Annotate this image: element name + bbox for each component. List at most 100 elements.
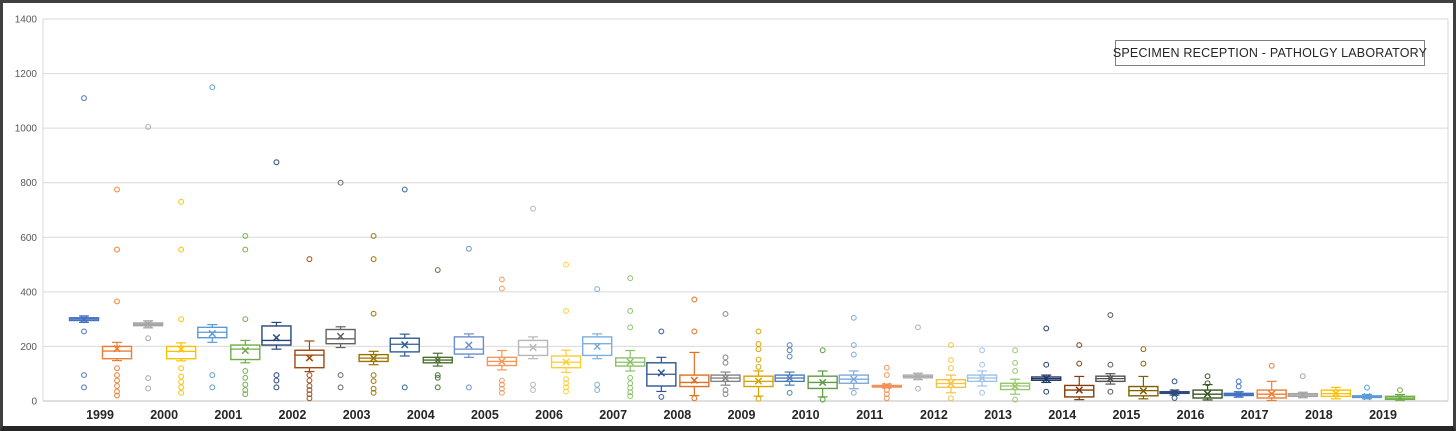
outlier-point: [1012, 368, 1019, 374]
chart-title: SPECIMEN RECEPTION - PATHOLGY LABORATORY: [1112, 46, 1428, 60]
box-plot-2018-left: [1287, 373, 1319, 399]
outlier-point: [145, 335, 152, 342]
box-plot-2001-right: [230, 232, 261, 398]
y-axis-tick-label: 1400: [15, 15, 38, 26]
box-plot-2017-right: [1256, 362, 1287, 402]
box-plot-2014-left: [1031, 325, 1062, 395]
outlier-point: [306, 377, 313, 384]
outlier-point: [722, 387, 729, 394]
mean-x-marker: [690, 376, 699, 384]
outlier-point: [242, 381, 249, 388]
outlier-point: [755, 346, 762, 353]
outlier-point: [370, 372, 377, 379]
mean-x-marker: [1011, 382, 1019, 390]
x-axis-year-label: 2018: [1305, 408, 1333, 422]
box: [101, 345, 133, 360]
chart-title-box: SPECIMEN RECEPTION - PATHOLGY LABORATORY: [1112, 40, 1428, 66]
outlier-point: [1235, 378, 1242, 385]
outlier-point: [914, 324, 921, 331]
mean-x-marker: [336, 332, 345, 341]
outlier-point: [370, 389, 377, 396]
box-plot-2011-left: [838, 314, 869, 396]
outlier-point: [1299, 373, 1306, 380]
mean-x-marker: [754, 377, 763, 385]
x-axis-year-label: 2013: [984, 408, 1012, 422]
y-axis-tick-label: 1000: [15, 124, 38, 135]
mean-x-marker: [657, 369, 666, 377]
box-plot-2012-left: [902, 324, 934, 392]
x-axis-year-label: 2008: [663, 408, 691, 422]
outlier-point: [178, 198, 185, 205]
mean-x-marker: [498, 357, 506, 366]
outlier-point: [178, 316, 185, 323]
box-plot-2019-right: [1384, 387, 1416, 402]
outlier-point: [209, 384, 216, 391]
outlier-point: [114, 372, 120, 379]
mean-x-marker: [914, 372, 922, 381]
outlier-point: [242, 232, 249, 239]
outlier-point: [401, 186, 408, 193]
y-axis-tick-label: 1200: [15, 69, 38, 80]
outlier-point: [242, 374, 249, 381]
outlier-point: [306, 256, 313, 263]
outlier-point: [627, 324, 634, 331]
mean-x-marker: [1299, 391, 1307, 399]
outlier-point: [498, 389, 505, 396]
x-axis-year-label: 2014: [1048, 408, 1076, 422]
outlier-point: [1235, 383, 1242, 390]
mean-x-marker: [369, 354, 378, 362]
box-plot-1999-left: [68, 95, 100, 391]
box-plot-2006-right: [550, 261, 582, 395]
mean-x-marker: [1106, 374, 1115, 383]
box-plot-2015-left: [1095, 312, 1126, 395]
outlier-point: [337, 372, 344, 379]
outlier-point: [627, 389, 634, 396]
outlier-point: [114, 383, 120, 389]
outlier-point: [370, 378, 377, 385]
box-plot-2009-right: [743, 328, 774, 402]
box-plot-2003-right: [358, 232, 389, 396]
mean-x-marker: [1042, 374, 1050, 383]
box: [1064, 384, 1095, 398]
outlier-point: [498, 381, 505, 388]
outlier-point: [306, 383, 313, 389]
outlier-point: [786, 353, 793, 360]
mean-x-marker: [401, 341, 409, 349]
box-plot-2016-right: [1192, 373, 1223, 401]
box-plot-2000-right: [165, 198, 197, 396]
outlier-point: [1043, 361, 1050, 368]
outlier-point: [1364, 384, 1370, 391]
box-plot-2005-right: [486, 276, 518, 396]
mean-x-marker: [785, 374, 794, 382]
outlier-point: [755, 363, 762, 370]
x-axis-year-label: 2010: [792, 408, 820, 422]
mean-x-marker: [272, 333, 281, 342]
outlier-point: [81, 384, 87, 391]
box-plot-2007-right: [615, 275, 646, 400]
x-axis-year-label: 2006: [535, 408, 563, 422]
outlier-point: [947, 365, 954, 372]
outlier-point: [530, 387, 536, 394]
outlier-point: [850, 342, 857, 349]
outlier-point: [1043, 388, 1050, 395]
box: [294, 349, 325, 369]
outlier-point: [627, 275, 634, 282]
outlier-point: [722, 311, 729, 317]
outlier-point: [627, 380, 634, 387]
x-axis-year-label: 2001: [214, 408, 242, 422]
outlier-point: [563, 376, 569, 383]
x-axis-year-label: 2012: [920, 408, 948, 422]
outlier-point: [242, 368, 249, 374]
x-axis-year-label: 2016: [1177, 408, 1205, 422]
outlier-point: [722, 354, 729, 361]
outlier-point: [883, 364, 890, 371]
outlier-point: [658, 328, 665, 335]
box-plot-2004-left: [389, 186, 420, 391]
outlier-point: [1204, 373, 1211, 380]
outlier-point: [81, 328, 87, 335]
outlier-point: [114, 392, 120, 399]
mean-x-marker: [562, 358, 570, 366]
box-plot-2007-left: [582, 286, 613, 394]
outlier-point: [530, 205, 536, 212]
box-plot-2019-left: [1351, 384, 1383, 401]
